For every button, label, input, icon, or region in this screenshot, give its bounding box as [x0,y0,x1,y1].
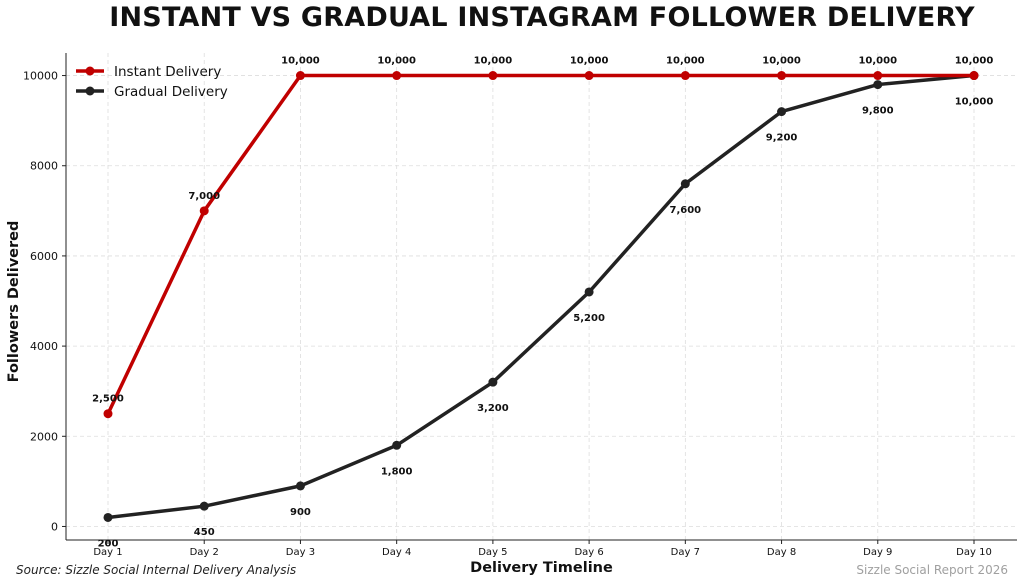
legend-label: Instant Delivery [114,64,221,80]
data-label: 900 [290,507,311,518]
x-tick-label: Day 5 [478,547,507,558]
series-line-0 [106,73,976,416]
data-point [488,71,498,81]
legend-marker [85,66,95,76]
source-note: Source: Sizzle Social Internal Delivery … [16,563,297,577]
series-lines [103,71,979,522]
data-label: 5,200 [573,313,605,324]
data-point [969,71,979,81]
data-label: 10,000 [281,56,320,67]
chart-title: INSTANT VS GRADUAL INSTAGRAM FOLLOWER DE… [109,2,975,33]
data-label: 10,000 [377,56,416,67]
data-label: 10,000 [955,56,994,67]
y-tick-label: 4000 [30,340,58,353]
y-axis-title: Followers Delivered [6,221,22,383]
data-point [103,409,113,419]
data-label: 10,000 [955,97,994,108]
x-axis-title: Delivery Timeline [470,560,613,576]
data-label: 200 [98,538,119,549]
data-point [199,501,209,511]
data-point [199,206,209,216]
data-label: 9,800 [862,106,894,117]
data-label: 7,000 [188,191,220,202]
data-point [488,377,498,387]
data-label: 10,000 [474,56,513,67]
axes: 0 2000 4000 6000 8000 10000 Day 1 Day 2 Day 3 Day… [6,53,1017,576]
data-label: 3,200 [477,403,509,414]
data-point [584,287,594,297]
data-point [873,71,883,81]
x-tick-label: Day 10 [956,547,992,558]
series-line-1 [106,73,976,520]
data-point [584,71,594,81]
data-label: 1,800 [381,466,413,477]
y-tick-label: 6000 [30,250,58,263]
data-label: 9,200 [766,133,798,144]
y-tick-label: 10000 [23,70,58,83]
data-label: 10,000 [666,56,705,67]
y-tick-label: 0 [51,520,58,533]
data-point [103,512,113,522]
data-point [680,71,690,81]
data-point [392,440,402,450]
data-point [873,80,883,90]
x-tick-label: Day 6 [574,547,603,558]
data-label: 10,000 [570,56,609,67]
brand-note: Sizzle Social Report 2026 [856,563,1008,577]
x-tick-label: Day 2 [190,547,219,558]
data-label: 2,500 [92,394,124,405]
data-point [295,71,305,81]
data-point [680,179,690,189]
data-point [295,481,305,491]
x-tick-label: Day 8 [767,547,796,558]
legend-marker [85,86,95,96]
data-label: 7,600 [670,205,702,216]
x-tick-label: Day 3 [286,547,315,558]
legend-label: Gradual Delivery [114,84,228,100]
x-tick-label: Day 4 [382,547,411,558]
x-tick-label: Day 7 [671,547,700,558]
legend: Instant Delivery Gradual Delivery [76,64,228,100]
grid-lines [66,53,1017,540]
data-label: 10,000 [762,56,801,67]
data-label: 450 [194,527,215,538]
x-tick-label: Day 1 [93,547,122,558]
x-tick-label: Day 9 [863,547,892,558]
data-label: 10,000 [858,56,897,67]
data-point [777,71,787,81]
data-point [392,71,402,81]
y-tick-label: 8000 [30,160,58,173]
data-point [777,107,787,117]
data-labels: 2,500 7,000 10,000 10,000 10,000 10,000 10,000… [92,56,993,550]
y-tick-label: 2000 [30,430,58,443]
